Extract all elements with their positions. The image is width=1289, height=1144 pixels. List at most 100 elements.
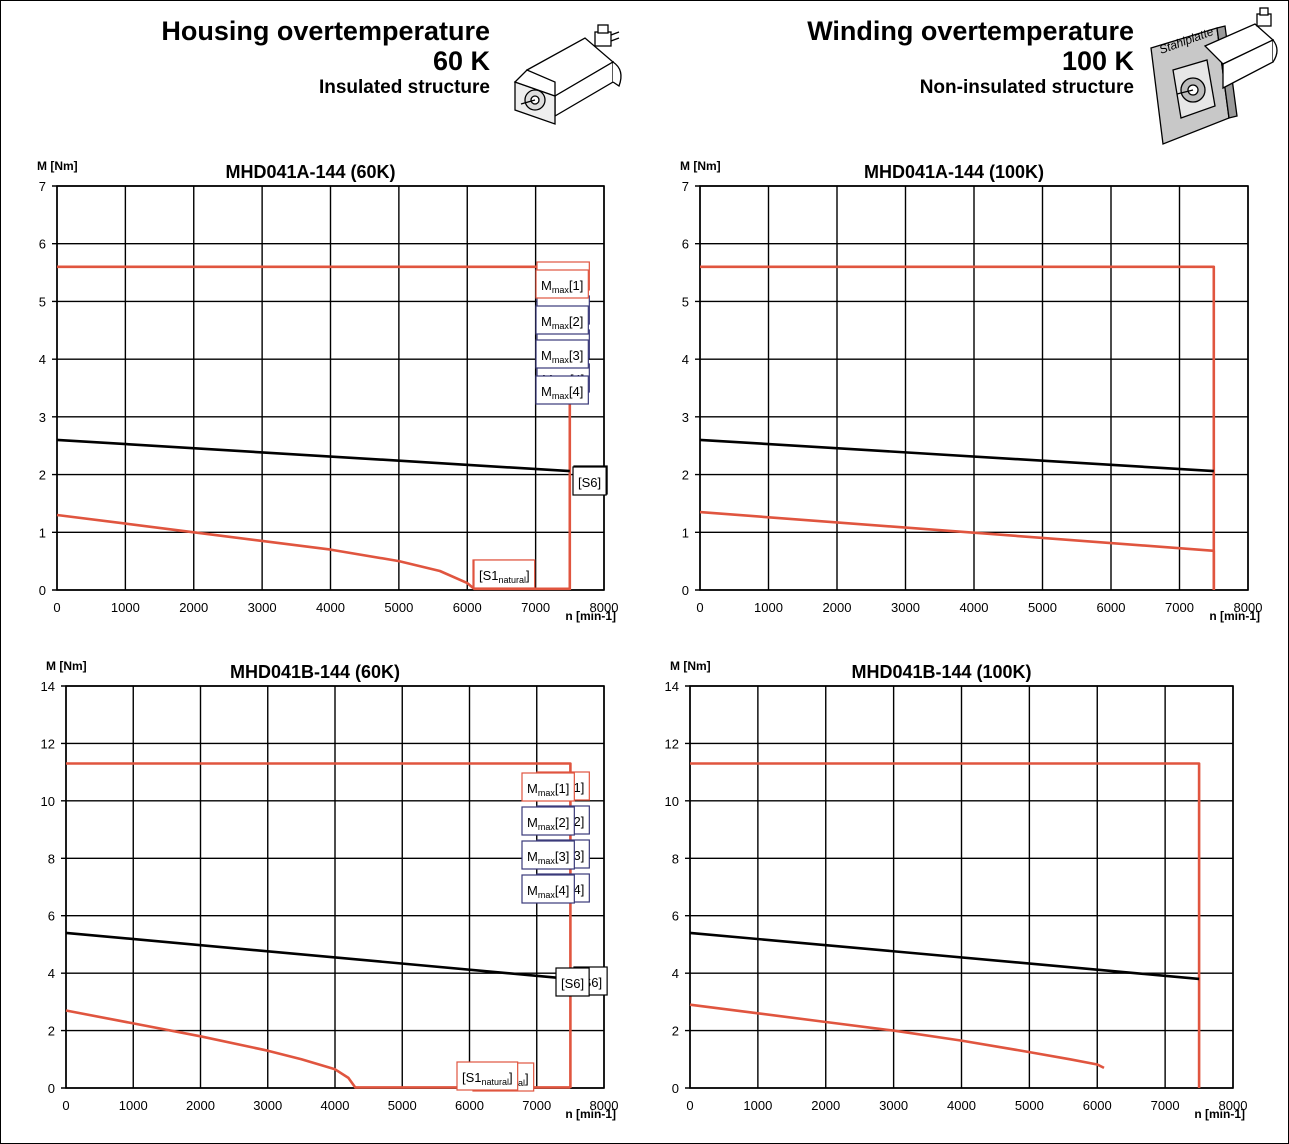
- series-line-s1natural: [689, 1003, 1105, 1070]
- curve-label-text: Mmax[4]: [527, 883, 569, 900]
- curve-label-tail: [2]: [569, 314, 583, 329]
- y-tick-label: 7: [39, 179, 46, 194]
- header-left-title: Housing overtemperature: [161, 16, 490, 46]
- x-tick-label: 6000: [455, 1098, 484, 1113]
- curve-label-main: M: [527, 781, 538, 796]
- y-tick-label: 2: [672, 1024, 679, 1039]
- curve-label-main: [S6]: [561, 976, 584, 991]
- y-tick-label: 5: [39, 294, 46, 309]
- header-left: Housing overtemperature 60 K Insulated s…: [60, 16, 490, 100]
- x-tick-label: 0: [696, 600, 703, 615]
- curve-label-tail: ]: [525, 1071, 529, 1086]
- series-line-mmax: [66, 762, 572, 1088]
- plot-area-border: [699, 185, 1249, 591]
- curve-label-tail: ]: [526, 568, 530, 583]
- x-tick-label: 3000: [879, 1098, 908, 1113]
- x-tick-label: 3000: [253, 1098, 282, 1113]
- x-tick-label: 0: [686, 1098, 693, 1113]
- x-axis-label: n [min-1]: [565, 609, 616, 623]
- curve-label-text: [S1natural]: [479, 568, 530, 585]
- curve-label-tail: [1]: [555, 781, 569, 796]
- curve-label-tail: [1]: [569, 278, 583, 293]
- x-tick-label: 8000: [1219, 1098, 1248, 1113]
- curve-label-text: Mmax[1]: [541, 278, 583, 295]
- series-line-s1natural: [699, 510, 1216, 590]
- curve-label-sub: max: [552, 391, 570, 401]
- chart-title: MHD041B-144 (100K): [851, 662, 1031, 682]
- y-tick-label: 7: [682, 179, 689, 194]
- y-tick-label: 12: [665, 736, 679, 751]
- curve-label: Mmax[1]: [535, 269, 589, 299]
- curve-label-sub: max: [538, 822, 556, 832]
- x-tick-label: 4000: [321, 1098, 350, 1113]
- y-tick-label: 2: [682, 468, 689, 483]
- y-tick-label: 14: [41, 679, 55, 694]
- curve-label-sub: max: [538, 788, 556, 798]
- y-tick-label: 4: [48, 966, 55, 981]
- series-line-s6: [689, 931, 1200, 981]
- x-tick-label: 5000: [1028, 600, 1057, 615]
- header-right: Winding overtemperature 100 K Non-insula…: [700, 16, 1134, 100]
- series-line-mmax: [700, 265, 1216, 590]
- curve-label-box: [473, 559, 536, 589]
- curve-label-main: M: [541, 348, 552, 363]
- x-tick-label: 5000: [1015, 1098, 1044, 1113]
- y-tick-label: 3: [39, 410, 46, 425]
- x-tick-label: 8000: [590, 1098, 619, 1113]
- x-tick-label: 6000: [1083, 1098, 1112, 1113]
- x-tick-label: 8000: [1234, 600, 1263, 615]
- x-tick-label: 4000: [960, 600, 989, 615]
- y-tick-label: 6: [672, 909, 679, 924]
- curve-label-sub: natural: [482, 1077, 510, 1087]
- y-tick-label: 8: [48, 851, 55, 866]
- header-right-value: 100 K: [1061, 46, 1134, 76]
- x-tick-label: 1000: [743, 1098, 772, 1113]
- x-tick-label: 0: [53, 600, 60, 615]
- curve-label: [S1natural]: [473, 559, 536, 589]
- y-axis-label: M [Nm]: [46, 659, 87, 673]
- curve-label-sub: max: [552, 321, 570, 331]
- curve-label-tail: [3]: [555, 849, 569, 864]
- curve-label-sub: max: [538, 890, 556, 900]
- curve-label-tail: ]: [509, 1070, 513, 1085]
- curve-label-main: [S1: [479, 568, 499, 583]
- curve-label-sub: natural: [499, 575, 527, 585]
- x-tick-label: 0: [62, 1098, 69, 1113]
- curve-label: Mmax[4]: [521, 874, 575, 904]
- plot-area-border: [689, 685, 1234, 1089]
- curve-label: Mmax[3]: [535, 339, 589, 369]
- curve-label: Mmax[1]: [521, 772, 575, 802]
- header-left-value: 60 K: [432, 46, 490, 76]
- x-tick-label: 2000: [186, 1098, 215, 1113]
- x-tick-label: 4000: [947, 1098, 976, 1113]
- x-axis-label: n [min-1]: [1209, 609, 1260, 623]
- x-tick-label: 2000: [823, 600, 852, 615]
- curve-label-text: [S1natural]: [462, 1070, 513, 1087]
- curve-label-main: M: [541, 278, 552, 293]
- curve-label-box: [535, 305, 589, 335]
- series-line-s1natural: [65, 1009, 571, 1089]
- curve-label-sub: max: [538, 856, 556, 866]
- series-line-s6: [56, 438, 570, 473]
- curve-label: Mmax[2]: [535, 305, 589, 335]
- curve-label-main: M: [527, 883, 538, 898]
- curve-label-main: [S6]: [578, 475, 601, 490]
- y-tick-label: 5: [682, 294, 689, 309]
- curve-label-text: Mmax[3]: [541, 348, 583, 365]
- plot-area-border: [56, 185, 605, 591]
- curve-label-text: Mmax[4]: [541, 384, 583, 401]
- curve-label-text: Mmax[2]: [541, 314, 583, 331]
- y-tick-label: 0: [48, 1081, 55, 1096]
- x-axis-label: n [min-1]: [565, 1107, 616, 1121]
- x-tick-label: 6000: [1097, 600, 1126, 615]
- x-tick-label: 7000: [521, 600, 550, 615]
- y-axis-label: M [Nm]: [670, 659, 711, 673]
- y-tick-label: 2: [48, 1024, 55, 1039]
- curve-label-text: Mmax[1]: [527, 781, 569, 798]
- curve-label-main: M: [541, 384, 552, 399]
- curve-label-sub: max: [552, 285, 570, 295]
- y-tick-label: 4: [39, 352, 46, 367]
- y-tick-label: 3: [682, 410, 689, 425]
- y-axis-label: M [Nm]: [37, 159, 78, 173]
- series-line-s6: [65, 931, 571, 981]
